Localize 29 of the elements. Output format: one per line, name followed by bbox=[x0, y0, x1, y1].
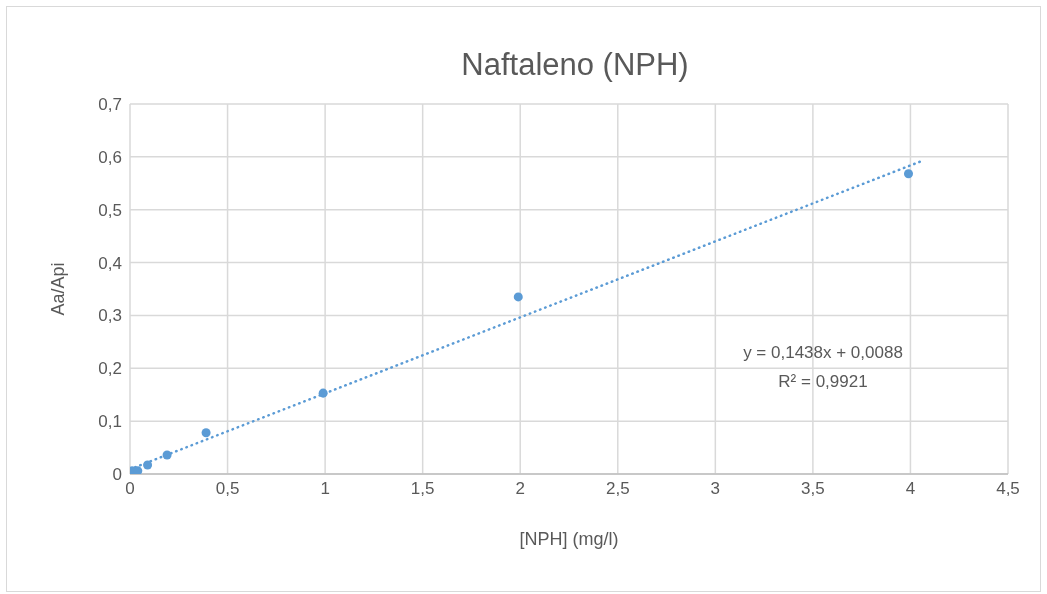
point bbox=[903, 169, 914, 179]
x-tick-label: 2 bbox=[515, 479, 525, 499]
y-tick-label: 0,2 bbox=[98, 359, 122, 379]
point bbox=[143, 460, 153, 470]
x-tick-label: 3,5 bbox=[801, 479, 825, 499]
chart-title: Naftaleno (NPH) bbox=[461, 47, 689, 82]
annotation: R² = 0,9921 bbox=[778, 372, 868, 391]
annotation: y = 0,1438x + 0,0088 bbox=[743, 343, 903, 362]
x-tick-label: 1,5 bbox=[410, 479, 435, 499]
y-tick-label: 0,3 bbox=[98, 306, 122, 326]
x-tick-label: 3 bbox=[710, 479, 721, 499]
x-tick-label: 4 bbox=[905, 479, 916, 499]
point bbox=[513, 292, 523, 302]
y-tick-label: 0 bbox=[112, 465, 122, 485]
y-tick-label: 0,1 bbox=[98, 412, 122, 432]
x-axis-title: [NPH] (mg/l) bbox=[519, 528, 619, 549]
x-tick-label: 0,5 bbox=[215, 479, 240, 499]
point bbox=[318, 388, 328, 398]
y-axis-title: Aa/Api bbox=[48, 262, 69, 316]
x-tick-label: 2,5 bbox=[605, 479, 630, 499]
x-tick-label: 0 bbox=[125, 479, 135, 499]
x-tick-label: 1 bbox=[320, 479, 330, 499]
y-tick-label: 0,5 bbox=[98, 200, 122, 220]
y-tick-label: 0,6 bbox=[98, 147, 122, 167]
x-tick-label: 4,5 bbox=[996, 479, 1020, 499]
point bbox=[162, 450, 172, 460]
y-tick-label: 0,4 bbox=[98, 253, 122, 273]
y-tick-label: 0,7 bbox=[98, 95, 122, 115]
point bbox=[201, 428, 211, 438]
